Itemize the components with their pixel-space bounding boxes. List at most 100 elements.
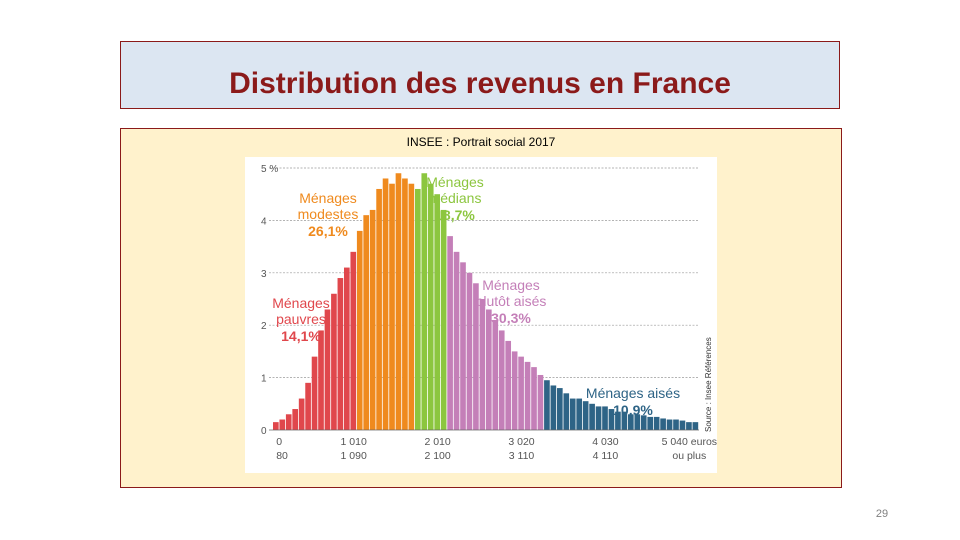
bar — [595, 406, 602, 430]
bar — [395, 173, 402, 431]
group-share: 14,1% — [281, 328, 321, 344]
content-box: INSEE : Portrait social 2017 0 1 2 3 4 5 % 0 80… — [120, 128, 842, 488]
bar — [634, 414, 641, 430]
bar — [498, 330, 505, 430]
bar — [285, 414, 292, 430]
bar — [479, 299, 486, 430]
group-label: Ménages aisés — [586, 385, 680, 401]
x-tick-label: 5 040 euros — [662, 436, 717, 448]
group-share: 30,3% — [491, 310, 531, 326]
bar — [434, 194, 441, 430]
x-tick-label: 4 030 — [592, 436, 618, 448]
bar — [628, 414, 634, 430]
bar — [653, 416, 660, 430]
bar — [582, 401, 589, 430]
page-number: 29 — [875, 508, 889, 520]
bar — [311, 356, 318, 430]
bar — [692, 422, 699, 430]
bar — [389, 183, 395, 430]
chart-subtitle: INSEE : Portrait social 2017 — [406, 135, 556, 149]
bar — [537, 374, 544, 430]
bar — [427, 183, 434, 430]
bar — [615, 411, 621, 430]
bar — [569, 398, 576, 430]
x-tick-label-secondary: 4 110 — [593, 450, 619, 462]
bar — [460, 262, 466, 430]
bar — [363, 215, 370, 430]
bar — [350, 251, 357, 430]
bar — [273, 422, 279, 430]
bar — [563, 393, 570, 430]
bar — [673, 419, 679, 430]
bar — [356, 230, 363, 430]
group-label: Ménages — [272, 295, 330, 311]
y-tick-label: 1 — [261, 374, 267, 385]
bar — [660, 418, 666, 430]
bar — [608, 409, 615, 430]
y-tick-label: 2 — [261, 321, 267, 332]
bar — [440, 209, 447, 430]
bar — [666, 419, 673, 430]
title-box: Distribution des revenus en France — [120, 41, 840, 109]
slide-title: Distribution des revenus en France — [229, 67, 731, 100]
bar — [505, 340, 512, 430]
bar — [486, 309, 492, 430]
y-tick-label: 0 — [261, 426, 267, 437]
bar — [298, 398, 305, 430]
bar — [415, 188, 421, 430]
x-tick-label-secondary: 3 110 — [509, 450, 535, 462]
bar — [331, 293, 337, 430]
bar — [557, 388, 563, 430]
bar — [621, 411, 628, 430]
bar — [511, 351, 518, 430]
group-share: 18,7% — [435, 207, 475, 223]
bar — [376, 188, 382, 430]
bar — [679, 420, 686, 430]
bar — [447, 236, 453, 430]
bar — [531, 367, 537, 430]
bar — [318, 330, 324, 430]
bar — [305, 382, 311, 430]
group-label: Ménages — [426, 174, 484, 190]
bar — [640, 415, 647, 430]
bar — [524, 361, 531, 430]
x-tick-label: 1 010 — [341, 436, 367, 448]
bar — [421, 173, 428, 431]
x-tick-label: 0 — [276, 436, 282, 448]
x-tick-label-secondary: 2 100 — [424, 450, 450, 462]
group-label: Ménages — [482, 277, 540, 293]
bar — [589, 403, 595, 430]
x-tick-label: 3 020 — [508, 436, 534, 448]
bar — [292, 409, 299, 430]
bar — [466, 272, 473, 430]
group-label-line2: médians — [429, 190, 482, 206]
group-label: Ménages — [299, 190, 357, 206]
bar — [602, 406, 608, 430]
bar — [686, 422, 692, 430]
group-label-line2: pauvres — [276, 311, 326, 327]
y-tick-label: 4 — [261, 216, 267, 227]
x-tick-label-secondary: 1 090 — [341, 450, 367, 462]
group-share: 26,1% — [308, 223, 348, 239]
bar — [324, 309, 331, 430]
x-tick-label-secondary: 80 — [276, 450, 288, 462]
bar — [576, 398, 583, 430]
bar — [337, 278, 344, 430]
x-tick-label: 2 010 — [424, 436, 450, 448]
y-tick-label: 3 — [261, 269, 267, 280]
bar — [382, 178, 389, 430]
x-tick-label-secondary: ou plus — [672, 450, 706, 462]
group-label-line2: modestes — [298, 206, 359, 222]
group-share: 10,9% — [613, 402, 653, 418]
bar — [402, 178, 408, 430]
bar — [453, 251, 460, 430]
bar — [544, 380, 550, 430]
bar — [550, 385, 557, 430]
bar — [647, 416, 654, 430]
y-tick-label: 5 % — [261, 164, 278, 175]
bar — [473, 283, 479, 430]
group-label-line2: plutôt aisés — [476, 293, 547, 309]
bar — [408, 183, 415, 430]
bar — [369, 209, 376, 430]
bar — [279, 419, 286, 430]
